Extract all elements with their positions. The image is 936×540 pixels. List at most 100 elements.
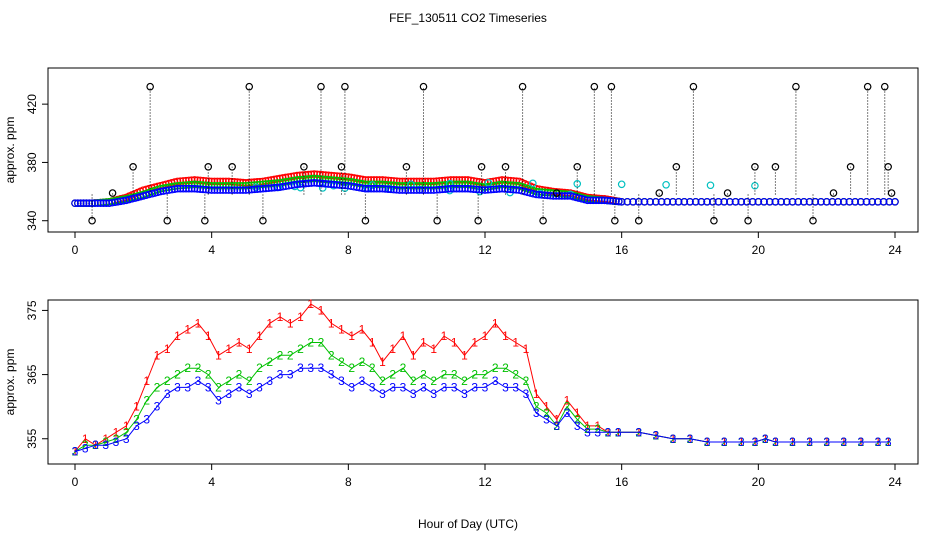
data-point xyxy=(441,185,449,193)
data-point xyxy=(421,186,430,194)
spike-point xyxy=(501,163,510,171)
data-point xyxy=(663,197,672,206)
data-point xyxy=(862,197,871,206)
data-point xyxy=(535,190,543,199)
series-marker: 3 xyxy=(762,432,769,446)
data-point xyxy=(697,197,706,206)
data-point xyxy=(461,184,469,193)
spike-point xyxy=(88,216,96,225)
data-point xyxy=(424,186,432,194)
series-marker: 3 xyxy=(338,374,345,388)
data-point xyxy=(316,179,324,188)
spike-point xyxy=(402,163,411,171)
data-point xyxy=(586,196,595,205)
series-marker: 1 xyxy=(174,329,181,343)
series-marker: 2 xyxy=(277,348,284,362)
data-point xyxy=(885,197,894,206)
series-marker: 3 xyxy=(246,387,253,401)
spike-point xyxy=(710,216,718,225)
top-y-tick-label: 340 xyxy=(25,210,39,230)
data-point xyxy=(330,180,338,189)
data-point xyxy=(811,197,820,206)
series-marker: 3 xyxy=(492,374,499,388)
series-marker: 3 xyxy=(174,380,181,394)
data-point xyxy=(318,179,327,188)
series-marker: 2 xyxy=(400,361,407,375)
data-point xyxy=(595,196,603,205)
data-point xyxy=(227,186,236,194)
series-marker: 2 xyxy=(594,422,601,436)
series-marker: 3 xyxy=(410,387,417,401)
data-point xyxy=(720,197,728,206)
series-marker: 1 xyxy=(410,348,417,362)
series-marker: 3 xyxy=(266,374,273,388)
series-marker: 3 xyxy=(400,380,407,394)
data-point xyxy=(600,196,609,205)
bottom-x-tick-label: 24 xyxy=(888,475,902,489)
series-marker: 3 xyxy=(236,380,243,394)
spike-point xyxy=(611,216,619,225)
data-point xyxy=(714,197,723,206)
data-point xyxy=(310,179,318,187)
series-marker: 3 xyxy=(574,419,581,433)
series-marker: 3 xyxy=(823,435,830,449)
data-point xyxy=(669,197,677,206)
data-point xyxy=(182,184,190,193)
data-point xyxy=(398,186,407,194)
spike-point xyxy=(204,163,213,171)
data-point xyxy=(489,185,498,194)
data-point xyxy=(427,186,435,194)
series-marker: 3 xyxy=(328,368,335,382)
data-point xyxy=(179,184,187,193)
data-point xyxy=(253,185,262,193)
data-point xyxy=(731,197,740,206)
series-marker: 1 xyxy=(533,387,540,401)
top-plot-frame xyxy=(47,67,919,233)
spike-point xyxy=(689,82,698,91)
series-marker: 2 xyxy=(584,422,591,436)
data-point xyxy=(304,179,313,188)
spike-point xyxy=(655,189,664,197)
spike-point xyxy=(634,216,643,225)
series-marker: 1 xyxy=(451,336,458,350)
data-point xyxy=(606,197,615,205)
spike-point xyxy=(887,189,896,197)
series-marker: 2 xyxy=(184,361,191,375)
series-marker: 2 xyxy=(512,368,519,382)
spike-point xyxy=(607,82,616,91)
series-marker: 3 xyxy=(564,406,571,420)
data-point xyxy=(458,184,467,193)
data-point xyxy=(99,199,108,208)
series-marker: 3 xyxy=(92,438,99,452)
spike-point xyxy=(474,216,482,225)
data-point xyxy=(296,180,304,188)
data-point xyxy=(199,185,207,194)
data-point xyxy=(216,186,225,194)
data-point xyxy=(484,186,492,194)
data-point xyxy=(834,197,842,206)
top-axes-group: 0 4 8 12 16 20 24 340 380 420 xyxy=(25,94,902,257)
data-point xyxy=(378,184,387,193)
data-point xyxy=(743,197,751,206)
series-marker: 2 xyxy=(441,368,448,382)
top-series-group xyxy=(71,82,899,225)
data-point xyxy=(88,199,96,208)
series-marker: 1 xyxy=(359,323,366,337)
data-point xyxy=(737,197,746,206)
bottom-x-tick-label: 12 xyxy=(478,475,492,489)
series-marker: 3 xyxy=(738,435,745,449)
data-point xyxy=(597,196,606,205)
series-marker: 2 xyxy=(205,368,212,382)
series-marker: 2 xyxy=(297,342,304,356)
spike-point xyxy=(361,216,370,225)
data-point xyxy=(358,184,367,192)
series-marker: 1 xyxy=(328,316,335,330)
data-point xyxy=(301,179,310,188)
series-marker: 1 xyxy=(297,310,304,324)
data-point xyxy=(370,184,378,193)
spike-point xyxy=(880,82,889,91)
data-point xyxy=(609,197,617,205)
data-point xyxy=(250,185,259,194)
